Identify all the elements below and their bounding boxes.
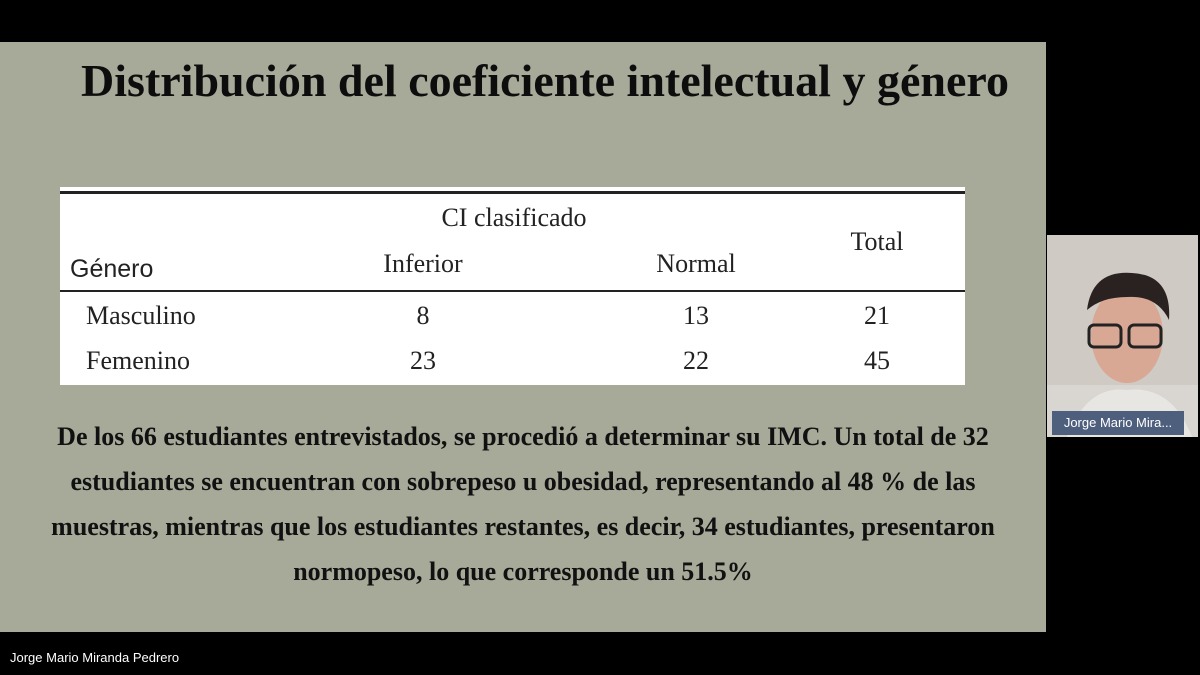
table-rule — [60, 290, 965, 292]
row-header: Masculino — [86, 301, 196, 330]
column-header: Normal — [656, 249, 736, 278]
slide-title: Distribución del coeficiente intelectual… — [81, 55, 1009, 106]
table: CI clasificado Género Inferior Normal To… — [60, 187, 965, 385]
table-cell: 8 — [416, 301, 430, 330]
webcam-video — [1047, 235, 1198, 437]
column-header: Total — [850, 227, 904, 256]
webcam-image — [1047, 235, 1198, 437]
table-cell: 23 — [410, 346, 436, 375]
column-header: Género — [70, 255, 154, 283]
table-cell: 45 — [864, 346, 890, 375]
table-cell: 22 — [683, 346, 709, 375]
participant-label: Jorge Mario Mira... — [1052, 411, 1184, 435]
presenter-name: Jorge Mario Miranda Pedrero — [10, 650, 180, 665]
slide: Distribución del coeficiente intelectual… — [0, 42, 1046, 632]
group-header: CI clasificado — [441, 203, 587, 232]
table-cell: 13 — [683, 301, 709, 330]
column-header: Inferior — [383, 249, 463, 278]
paragraph: De los 66 estudiantes entrevistados, se … — [51, 422, 995, 586]
table-cell: 21 — [864, 301, 890, 330]
table-rule — [60, 191, 965, 194]
row-header: Femenino — [86, 346, 190, 375]
